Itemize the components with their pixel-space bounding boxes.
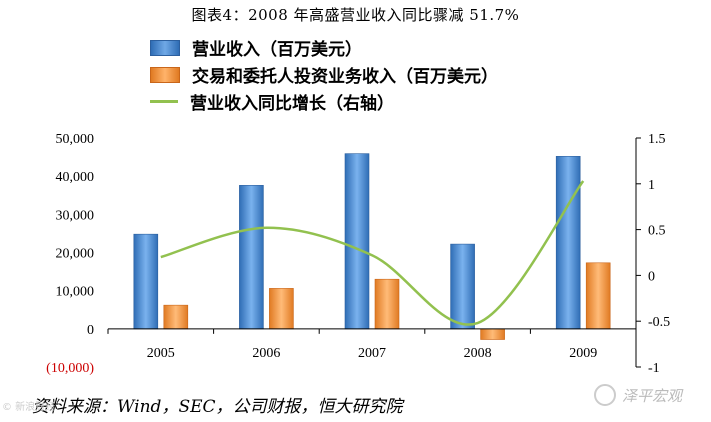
left-axis-tick-label: 50,000 — [56, 132, 95, 147]
x-axis-tick-label: 2009 — [569, 346, 597, 361]
revenue-bar — [239, 185, 264, 330]
x-axis-tick-label: 2005 — [147, 346, 175, 361]
right-axis-tick-label: 0 — [648, 269, 655, 284]
revenue-bar — [133, 233, 159, 330]
source-note: 资料来源：Wind，SEC，公司财报，恒大研究院 — [32, 397, 403, 417]
x-axis-tick-label: 2007 — [358, 346, 386, 361]
revenue-bar — [450, 243, 475, 330]
x-axis-labels: 2005 2006 2007 2008 2009 — [147, 346, 597, 361]
revenue-bar — [344, 153, 370, 330]
left-axis-tick-label: 0 — [87, 323, 94, 338]
left-axis-tick-label: (10,000) — [46, 361, 94, 376]
legend-item-trading: 交易和委托人投资业务收入（百万美元） — [150, 61, 498, 88]
left-axis-tick-label: 30,000 — [56, 208, 95, 223]
legend-swatch-revenue — [150, 39, 180, 56]
watermark-text: 泽平宏观 — [622, 386, 683, 405]
legend-label-trading: 交易和委托人投资业务收入（百万美元） — [192, 67, 498, 87]
legend-swatch-trading — [150, 66, 180, 83]
growth-line-group — [160, 180, 585, 326]
right-axis-tick-label: -1 — [648, 361, 660, 376]
axes — [107, 137, 641, 368]
trading-bar — [480, 328, 505, 340]
chart-title: 图表4：2008 年高盛营业收入同比骤减 51.7% — [191, 6, 520, 24]
growth-line — [160, 180, 585, 326]
right-axis-tick-label: -0.5 — [648, 315, 670, 330]
legend-item-revenue: 营业收入（百万美元） — [150, 34, 498, 61]
trading-bar — [585, 262, 611, 330]
left-axis-tick-label: 20,000 — [56, 247, 95, 262]
left-axis-tick-label: 10,000 — [56, 285, 95, 300]
right-axis-tick-label: 1.5 — [648, 132, 666, 147]
right-axis-tick-label: 0.5 — [648, 224, 666, 239]
right-axis-tick-label: 1 — [648, 178, 655, 193]
wechat-icon — [594, 384, 616, 406]
x-axis-tick-label: 2006 — [252, 346, 280, 361]
revenue-bar — [555, 156, 581, 330]
watermark: 泽平宏观 — [594, 384, 682, 406]
left-axis-labels: 50,000 40,000 30,000 20,000 10,000 0 (10,000) — [46, 132, 94, 376]
x-axis-tick-label: 2008 — [464, 346, 492, 361]
legend-label-revenue: 营业收入（百万美元） — [192, 40, 362, 60]
right-axis-labels: 1.5 1 0.5 0 -0.5 -1 — [648, 132, 670, 376]
trading-bar — [374, 278, 400, 330]
trading-bar — [163, 304, 189, 330]
legend-label-growth: 营业收入同比增长（右轴） — [190, 94, 394, 114]
trading-bar — [269, 288, 294, 330]
bars — [133, 153, 611, 340]
legend: 营业收入（百万美元） 交易和委托人投资业务收入（百万美元） 营业收入同比增长（右… — [150, 34, 498, 115]
legend-swatch-growth — [150, 100, 178, 103]
legend-item-growth: 营业收入同比增长（右轴） — [150, 88, 498, 115]
left-axis-tick-label: 40,000 — [56, 170, 95, 185]
sina-ticker: © 新浪财经 — [2, 402, 56, 413]
